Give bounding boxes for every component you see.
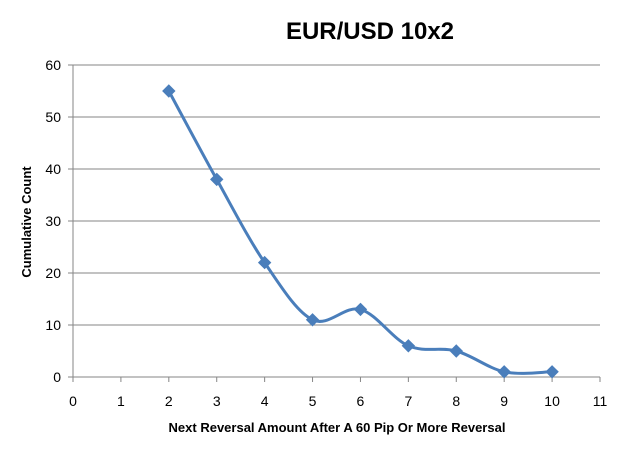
x-axis-label: Next Reversal Amount After A 60 Pip Or M… — [169, 420, 506, 435]
x-tick-label: 11 — [593, 393, 608, 409]
data-point-marker — [545, 365, 559, 379]
x-tick-label: 4 — [261, 393, 269, 409]
series-line — [167, 89, 554, 375]
gridlines — [73, 64, 600, 326]
y-tick-label: 0 — [53, 369, 61, 385]
x-tick-label: 10 — [544, 393, 560, 409]
y-tick-label: 20 — [45, 265, 61, 281]
x-tick-label: 9 — [500, 393, 508, 409]
data-point-marker — [497, 365, 511, 379]
y-tick-label: 50 — [45, 109, 61, 125]
y-tick-label: 30 — [45, 213, 61, 229]
y-tick-label: 60 — [45, 57, 61, 73]
data-point-marker — [210, 172, 224, 187]
y-tick-label: 10 — [45, 317, 61, 333]
x-tick-labels: 0 1 2 3 4 5 6 7 8 9 10 11 — [69, 393, 607, 409]
data-point-marker — [449, 344, 463, 358]
y-axis-label: Cumulative Count — [19, 166, 34, 278]
data-point-marker — [305, 313, 320, 327]
series-layer — [162, 84, 559, 379]
x-tick-label: 5 — [309, 393, 317, 409]
y-tick-label: 40 — [45, 161, 61, 177]
x-tick-label: 2 — [165, 393, 173, 409]
x-tick-label: 1 — [117, 393, 125, 409]
chart-title: EUR/USD 10x2 — [286, 18, 454, 45]
x-tick-label: 3 — [213, 393, 221, 409]
x-tick-label: 7 — [404, 393, 412, 409]
x-tick-label: 8 — [452, 393, 460, 409]
data-point-marker — [353, 302, 368, 317]
x-tick-label: 6 — [357, 393, 365, 409]
axes — [68, 64, 601, 382]
x-tick-label: 0 — [69, 393, 77, 409]
data-point-marker — [162, 84, 176, 98]
data-point-marker — [401, 339, 416, 353]
data-point-marker — [257, 255, 272, 270]
y-tick-labels: 0 10 20 30 40 50 60 — [45, 57, 61, 385]
